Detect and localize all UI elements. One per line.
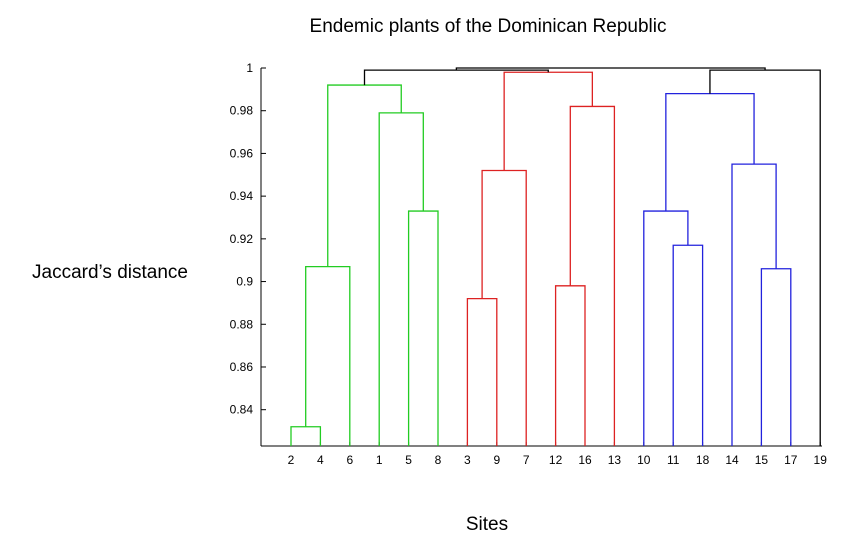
y-tick-label: 0.9 [236,275,253,289]
dendrogram-link [503,71,593,171]
y-tick-label: 0.88 [230,317,254,331]
x-tick-label: 19 [814,453,828,467]
chart-title: Endemic plants of the Dominican Republic [310,16,667,37]
dendrogram-link [290,426,322,446]
x-axis-label: Sites [466,514,508,535]
x-tick-label: 9 [493,453,500,467]
x-tick-label: 7 [523,453,530,467]
y-tick-label: 0.96 [230,146,254,160]
x-tick-label: 5 [405,453,412,467]
x-tick-label: 8 [435,453,442,467]
dendrogram-link [481,169,527,446]
dendrogram-link [554,285,586,446]
x-tick-label: 14 [725,453,739,467]
dendrogram-link [407,210,439,446]
dendrogram-link [363,69,549,86]
x-tick-label: 1 [376,453,383,467]
x-tick-label: 18 [696,453,710,467]
dendrogram-link [709,69,821,446]
dendrogram-link [569,105,616,446]
x-tick-label: 10 [637,453,651,467]
dendrogram-link [731,163,777,446]
dendrogram-link [665,92,755,212]
dendrogram-link [455,67,766,71]
x-tick-label: 16 [578,453,592,467]
dendrogram-link [305,265,351,446]
x-tick-label: 17 [784,453,798,467]
x-tick-label: 2 [288,453,295,467]
dendrogram-link [672,244,704,446]
dendrogram-link [760,268,792,446]
y-tick-label: 0.86 [230,360,254,374]
y-tick-label: 0.92 [230,232,254,246]
x-tick-label: 6 [346,453,353,467]
y-axis-label: Jaccard’s distance [32,262,188,283]
x-tick-label: 13 [608,453,622,467]
y-tick-label: 0.98 [230,104,254,118]
x-tick-label: 12 [549,453,563,467]
x-tick-label: 3 [464,453,471,467]
y-tick-label: 0.94 [230,189,254,203]
x-tick-label: 11 [667,453,680,467]
dendrogram-link [378,112,424,446]
y-tick-label: 1 [246,61,253,75]
y-tick-label: 0.84 [230,403,254,417]
dendrogram-link [466,297,498,446]
dendrogram-link [643,210,689,446]
x-tick-label: 4 [317,453,324,467]
x-tick-label: 15 [755,453,769,467]
